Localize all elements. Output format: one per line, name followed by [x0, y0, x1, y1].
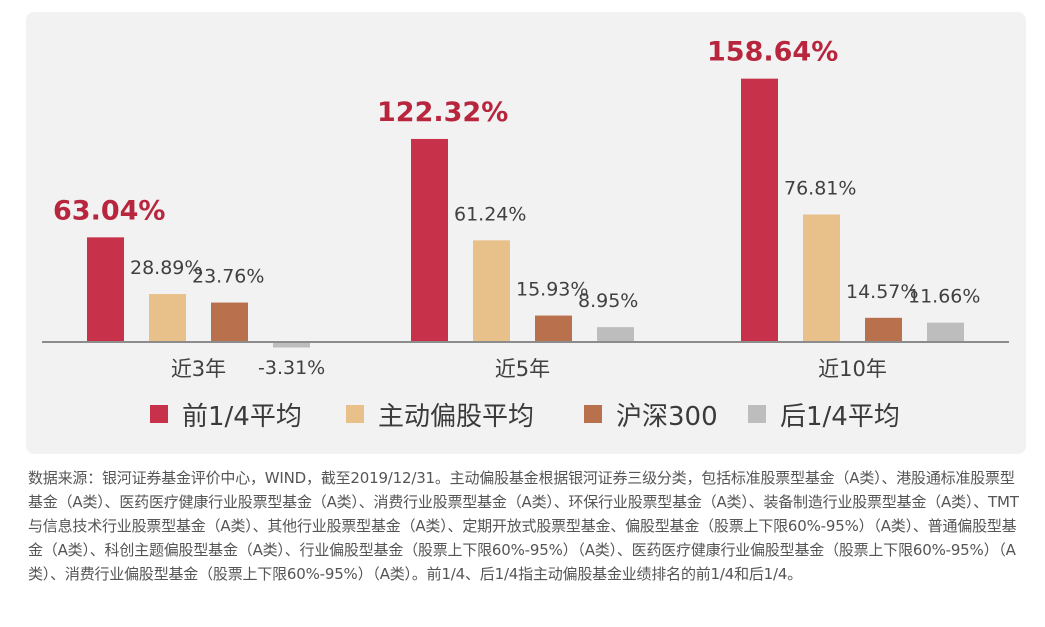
legend-label-bottom-quartile: 后1/4平均 — [780, 401, 900, 432]
legend-swatch-active-equity — [346, 405, 364, 423]
data-label-bottom-quartile-5y: 8.95% — [578, 290, 638, 312]
bar-bottom-quartile-3y — [273, 342, 310, 348]
data-label-bottom-quartile-3y: -3.31% — [258, 357, 325, 379]
data-label-csi300-3y: 23.76% — [192, 266, 264, 288]
bar-active-equity-10y — [803, 214, 840, 342]
category-label-5y: 近5年 — [495, 357, 550, 381]
bar-active-equity-5y — [473, 240, 510, 342]
bar-csi300-5y — [535, 315, 572, 342]
bar-top-quartile-10y — [741, 78, 778, 343]
data-label-top-quartile-10y: 158.64% — [707, 37, 838, 68]
source-footnote: 数据来源：银河证券基金评价中心，WIND，截至2019/12/31。主动偏股基金… — [28, 469, 1019, 583]
legend-label-csi300: 沪深300 — [616, 401, 718, 432]
bar-top-quartile-5y — [411, 138, 448, 342]
bar-csi300-3y — [211, 302, 248, 342]
bar-bottom-quartile-10y — [927, 322, 964, 342]
data-label-active-equity-3y: 28.89% — [130, 257, 202, 279]
data-label-top-quartile-5y: 122.32% — [377, 97, 508, 128]
data-label-bottom-quartile-10y: 11.66% — [908, 286, 980, 308]
data-label-active-equity-5y: 61.24% — [454, 203, 526, 225]
legend-item-top-quartile: 前1/4平均 — [150, 394, 302, 434]
bar-top-quartile-3y — [87, 237, 124, 342]
data-label-csi300-10y: 14.57% — [846, 281, 918, 303]
data-label-top-quartile-3y: 63.04% — [53, 195, 165, 226]
data-label-active-equity-10y: 76.81% — [784, 177, 856, 199]
bar-csi300-10y — [865, 317, 902, 342]
legend-item-bottom-quartile: 后1/4平均 — [748, 394, 900, 434]
legend-label-active-equity: 主动偏股平均 — [378, 401, 535, 432]
legend-item-active-equity: 主动偏股平均 — [346, 394, 534, 434]
chart-legend: 前1/4平均 主动偏股平均 沪深300 后1/4平均 — [0, 394, 1045, 434]
legend-item-csi300: 沪深300 — [584, 394, 718, 434]
data-label-csi300-5y: 15.93% — [516, 279, 588, 301]
legend-swatch-csi300 — [584, 405, 602, 423]
bar-active-equity-3y — [149, 294, 186, 342]
category-label-10y: 近10年 — [818, 357, 887, 381]
legend-swatch-top-quartile — [150, 405, 168, 423]
bar-chart: 63.04% 28.89%23.76% -3.31% 近3年 122.32% 61.24%… — [42, 37, 1009, 381]
chart-panel — [26, 12, 1026, 454]
legend-swatch-bottom-quartile — [748, 405, 766, 423]
bar-bottom-quartile-5y — [597, 327, 634, 342]
legend-label-top-quartile: 前1/4平均 — [182, 401, 302, 432]
category-label-3y: 近3年 — [171, 357, 226, 381]
